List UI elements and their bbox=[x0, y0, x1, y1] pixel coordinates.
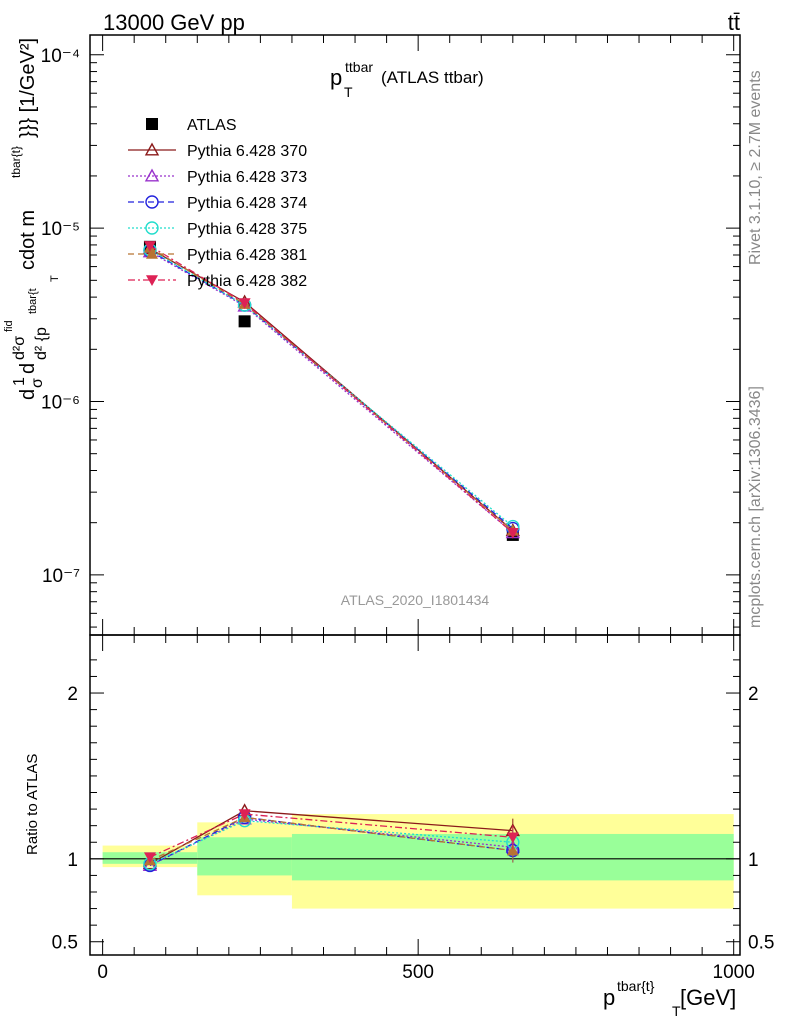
x-tick-label: 0 bbox=[97, 962, 108, 983]
ylabel-den: d² {p bbox=[33, 327, 50, 360]
y-tick-label-ratio: 1 bbox=[67, 850, 78, 871]
band-green-1 bbox=[197, 837, 292, 876]
title-rest: (ATLAS ttbar) bbox=[381, 68, 484, 87]
header-right: tt̄ bbox=[728, 10, 740, 35]
legend-marker-0 bbox=[146, 118, 158, 130]
xlabel-sub: T bbox=[672, 1003, 681, 1019]
ratio-point-5-1 bbox=[238, 809, 251, 821]
y-axis-label-ratio: Ratio to ATLAS bbox=[24, 754, 41, 855]
ylabel-d: d bbox=[17, 389, 39, 400]
ylabel-tailsup: tbar{t} bbox=[9, 146, 23, 178]
ylabel-tail: cdot m bbox=[17, 210, 39, 270]
plot-title: p ttbar T (ATLAS ttbar) bbox=[330, 59, 484, 100]
series-line-2 bbox=[149, 251, 514, 534]
x-tick-label: 1000 bbox=[713, 962, 755, 983]
y-axis-label-main: d 1 σ d d²σ fid d² {p tbar{t T cdot m tb… bbox=[3, 38, 61, 400]
title-sub: T bbox=[344, 84, 353, 100]
y-tick-label-main: 10⁻⁶ bbox=[41, 393, 80, 414]
x-tick-label: 500 bbox=[402, 962, 434, 983]
legend-label-0: ATLAS bbox=[187, 117, 237, 134]
data-point-6-2 bbox=[506, 527, 519, 539]
legend-marker-3 bbox=[145, 195, 159, 209]
series-line-1 bbox=[149, 248, 514, 532]
legend-label-1: Pythia 6.428 370 bbox=[187, 143, 307, 160]
y-tick-label-ratio: 0.5 bbox=[52, 933, 78, 954]
ylabel-densub: T bbox=[49, 275, 61, 282]
ylabel-tail2: }}} [1/GeV²] bbox=[17, 38, 39, 138]
y-tick-label-main: 10⁻⁷ bbox=[42, 566, 80, 587]
data-point-6-0 bbox=[143, 241, 156, 252]
y-tick-label-main: 10⁻⁴ bbox=[41, 46, 80, 67]
ylabel-num: d²σ bbox=[11, 336, 28, 360]
legend-marker-1 bbox=[144, 142, 160, 156]
legend-label-6: Pythia 6.428 382 bbox=[187, 273, 307, 290]
legend: ATLAS Pythia 6.428 370 Pythia 6.428 373 Pyt… bbox=[128, 117, 307, 290]
ratio-point-5-2 bbox=[506, 832, 519, 844]
header-left: 13000 GeV pp bbox=[103, 10, 245, 35]
ylabel-numsup: fid bbox=[3, 320, 15, 332]
xlabel-sup: tbar{t} bbox=[617, 978, 655, 994]
y-tick-label-ratio-right: 0.5 bbox=[748, 933, 774, 954]
ylabel-sigma: σ bbox=[29, 378, 46, 388]
ylabel-frac1: 1 bbox=[11, 377, 28, 386]
ratio-frame bbox=[89, 634, 741, 956]
ylabel-d2: d bbox=[17, 363, 39, 374]
main-series bbox=[142, 240, 521, 541]
plot-frames bbox=[89, 34, 741, 956]
legend-marker-6 bbox=[146, 275, 158, 286]
side-label-mcplots: mcplots.cern.ch [arXiv:1306.3436] bbox=[747, 386, 764, 628]
y-tick-label-ratio-right: 2 bbox=[748, 684, 759, 705]
x-axis-label: p tbar{t} T [GeV] bbox=[603, 978, 736, 1019]
ratio-point-5-0 bbox=[143, 852, 156, 864]
ylabel-densup: tbar{t bbox=[27, 288, 39, 314]
ratio-line-5 bbox=[149, 813, 513, 858]
legend-label-2: Pythia 6.428 373 bbox=[187, 169, 307, 186]
data-point-0-1 bbox=[238, 315, 251, 328]
ratio-point-4-2 bbox=[506, 844, 519, 856]
axis-ticks: 10⁻⁷ 10⁻⁶ 10⁻⁵ 10⁻⁴ 0 500 1000 0.5 0.5 1 1 2 2 bbox=[41, 35, 774, 983]
series-line-5 bbox=[149, 247, 514, 532]
title-sup: ttbar bbox=[345, 59, 373, 75]
xlabel-unit: [GeV] bbox=[680, 985, 736, 1010]
legend-label-3: Pythia 6.428 374 bbox=[187, 195, 307, 212]
legend-label-5: Pythia 6.428 381 bbox=[187, 247, 307, 264]
data-point-6-1 bbox=[238, 298, 251, 309]
y-tick-label-ratio-right: 1 bbox=[748, 850, 759, 871]
watermark: ATLAS_2020_I1801434 bbox=[341, 592, 490, 608]
title-main: p bbox=[330, 65, 342, 90]
y-tick-label-ratio: 2 bbox=[67, 684, 78, 705]
y-tick-label-main: 10⁻⁵ bbox=[41, 219, 80, 240]
series-line-3 bbox=[149, 250, 514, 530]
legend-marker-2 bbox=[144, 168, 160, 182]
ratio-line-2 bbox=[149, 816, 513, 867]
legend-marker-4 bbox=[145, 221, 159, 235]
ratio-series bbox=[142, 803, 521, 873]
legend-marker-5 bbox=[146, 248, 158, 259]
legend-label-4: Pythia 6.428 375 bbox=[187, 221, 307, 238]
side-label-rivet: Rivet 3.1.10, ≥ 2.7M events bbox=[747, 70, 764, 265]
xlabel-main: p bbox=[603, 985, 615, 1010]
